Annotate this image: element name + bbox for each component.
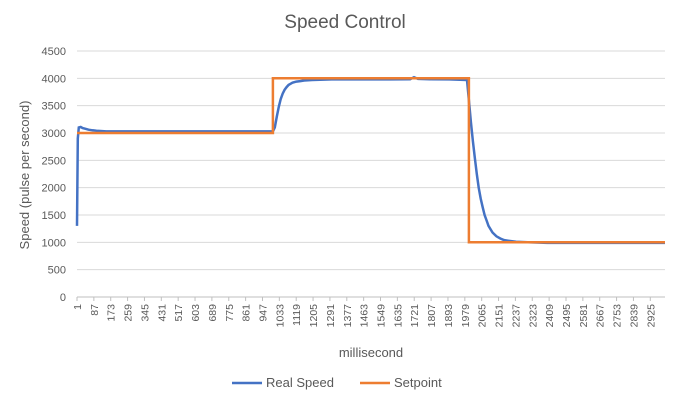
x-axis-label: millisecond — [339, 345, 403, 360]
y-tick-label: 3500 — [42, 101, 66, 113]
y-tick-label: 0 — [60, 292, 66, 304]
legend-label: Setpoint — [394, 375, 442, 390]
x-tick-label: 1893 — [443, 304, 455, 328]
x-tick-label: 173 — [106, 304, 118, 322]
x-tick-label: 2667 — [595, 304, 607, 328]
y-tick-labels: 0 500 1000 1500 2000 2500 3000 3500 4000 4500 — [42, 46, 66, 304]
x-tick-label: 2839 — [628, 304, 640, 328]
y-tick-label: 4500 — [42, 46, 66, 58]
x-tick-label: 1033 — [274, 304, 286, 328]
y-tick-label: 1000 — [42, 237, 66, 249]
y-tick-label: 500 — [48, 265, 66, 277]
x-tick-label: 87 — [89, 304, 101, 316]
x-tick-label: 603 — [190, 304, 202, 322]
y-tick-label: 4000 — [42, 73, 66, 85]
x-tick-label: 1463 — [359, 304, 371, 328]
series-lines — [75, 75, 665, 245]
legend-label: Real Speed — [266, 375, 334, 390]
x-tick-label: 2409 — [544, 304, 556, 328]
x-tick-label: 517 — [173, 304, 185, 322]
y-axis-label: Speed (pulse per second) — [17, 101, 32, 250]
x-tick-label: 1549 — [376, 304, 388, 328]
legend-item: Real Speed — [232, 375, 334, 390]
x-tick-label: 775 — [224, 304, 236, 322]
x-tick-label: 2753 — [612, 304, 624, 328]
x-tick-label: 345 — [139, 304, 151, 322]
x-tick-label: 947 — [257, 304, 269, 322]
x-tick-label: 1291 — [325, 304, 337, 328]
y-tick-label: 2500 — [42, 155, 66, 167]
grid-lines — [77, 50, 665, 298]
x-tick-label: 259 — [123, 304, 135, 322]
x-tick-label: 1 — [72, 304, 84, 310]
legend: Real Speed Setpoint — [232, 375, 442, 390]
x-tick-label: 1721 — [409, 304, 421, 328]
y-tick-label: 2000 — [42, 183, 66, 195]
x-tick-label: 1807 — [426, 304, 438, 328]
x-tick-label: 2495 — [561, 304, 573, 328]
x-tick-label: 1119 — [291, 304, 303, 326]
x-tick-label: 431 — [156, 304, 168, 322]
series-setpoint — [77, 77, 665, 244]
x-tick-label: 2925 — [645, 304, 657, 328]
y-tick-label: 3000 — [42, 128, 66, 140]
x-tick-label: 2323 — [527, 304, 539, 328]
x-tick-label: 2065 — [477, 304, 489, 328]
x-tick-label: 861 — [241, 304, 253, 322]
y-tick-label: 1500 — [42, 210, 66, 222]
x-tick-label: 2237 — [510, 304, 522, 328]
x-tick-labels: 1 87 173 259 345 431 517 603 689 775 861 947 1033 111… — [72, 297, 657, 327]
x-tick-label: 689 — [207, 304, 219, 322]
x-tick-label: 1377 — [342, 304, 354, 328]
chart-title: Speed Control — [284, 12, 405, 33]
x-tick-label: 1635 — [392, 304, 404, 328]
x-tick-label: 2581 — [578, 304, 590, 328]
x-tick-label: 1979 — [460, 304, 472, 328]
x-tick-label: 2151 — [494, 304, 506, 328]
x-tick-label: 1205 — [308, 304, 320, 328]
legend-item: Setpoint — [360, 375, 442, 390]
